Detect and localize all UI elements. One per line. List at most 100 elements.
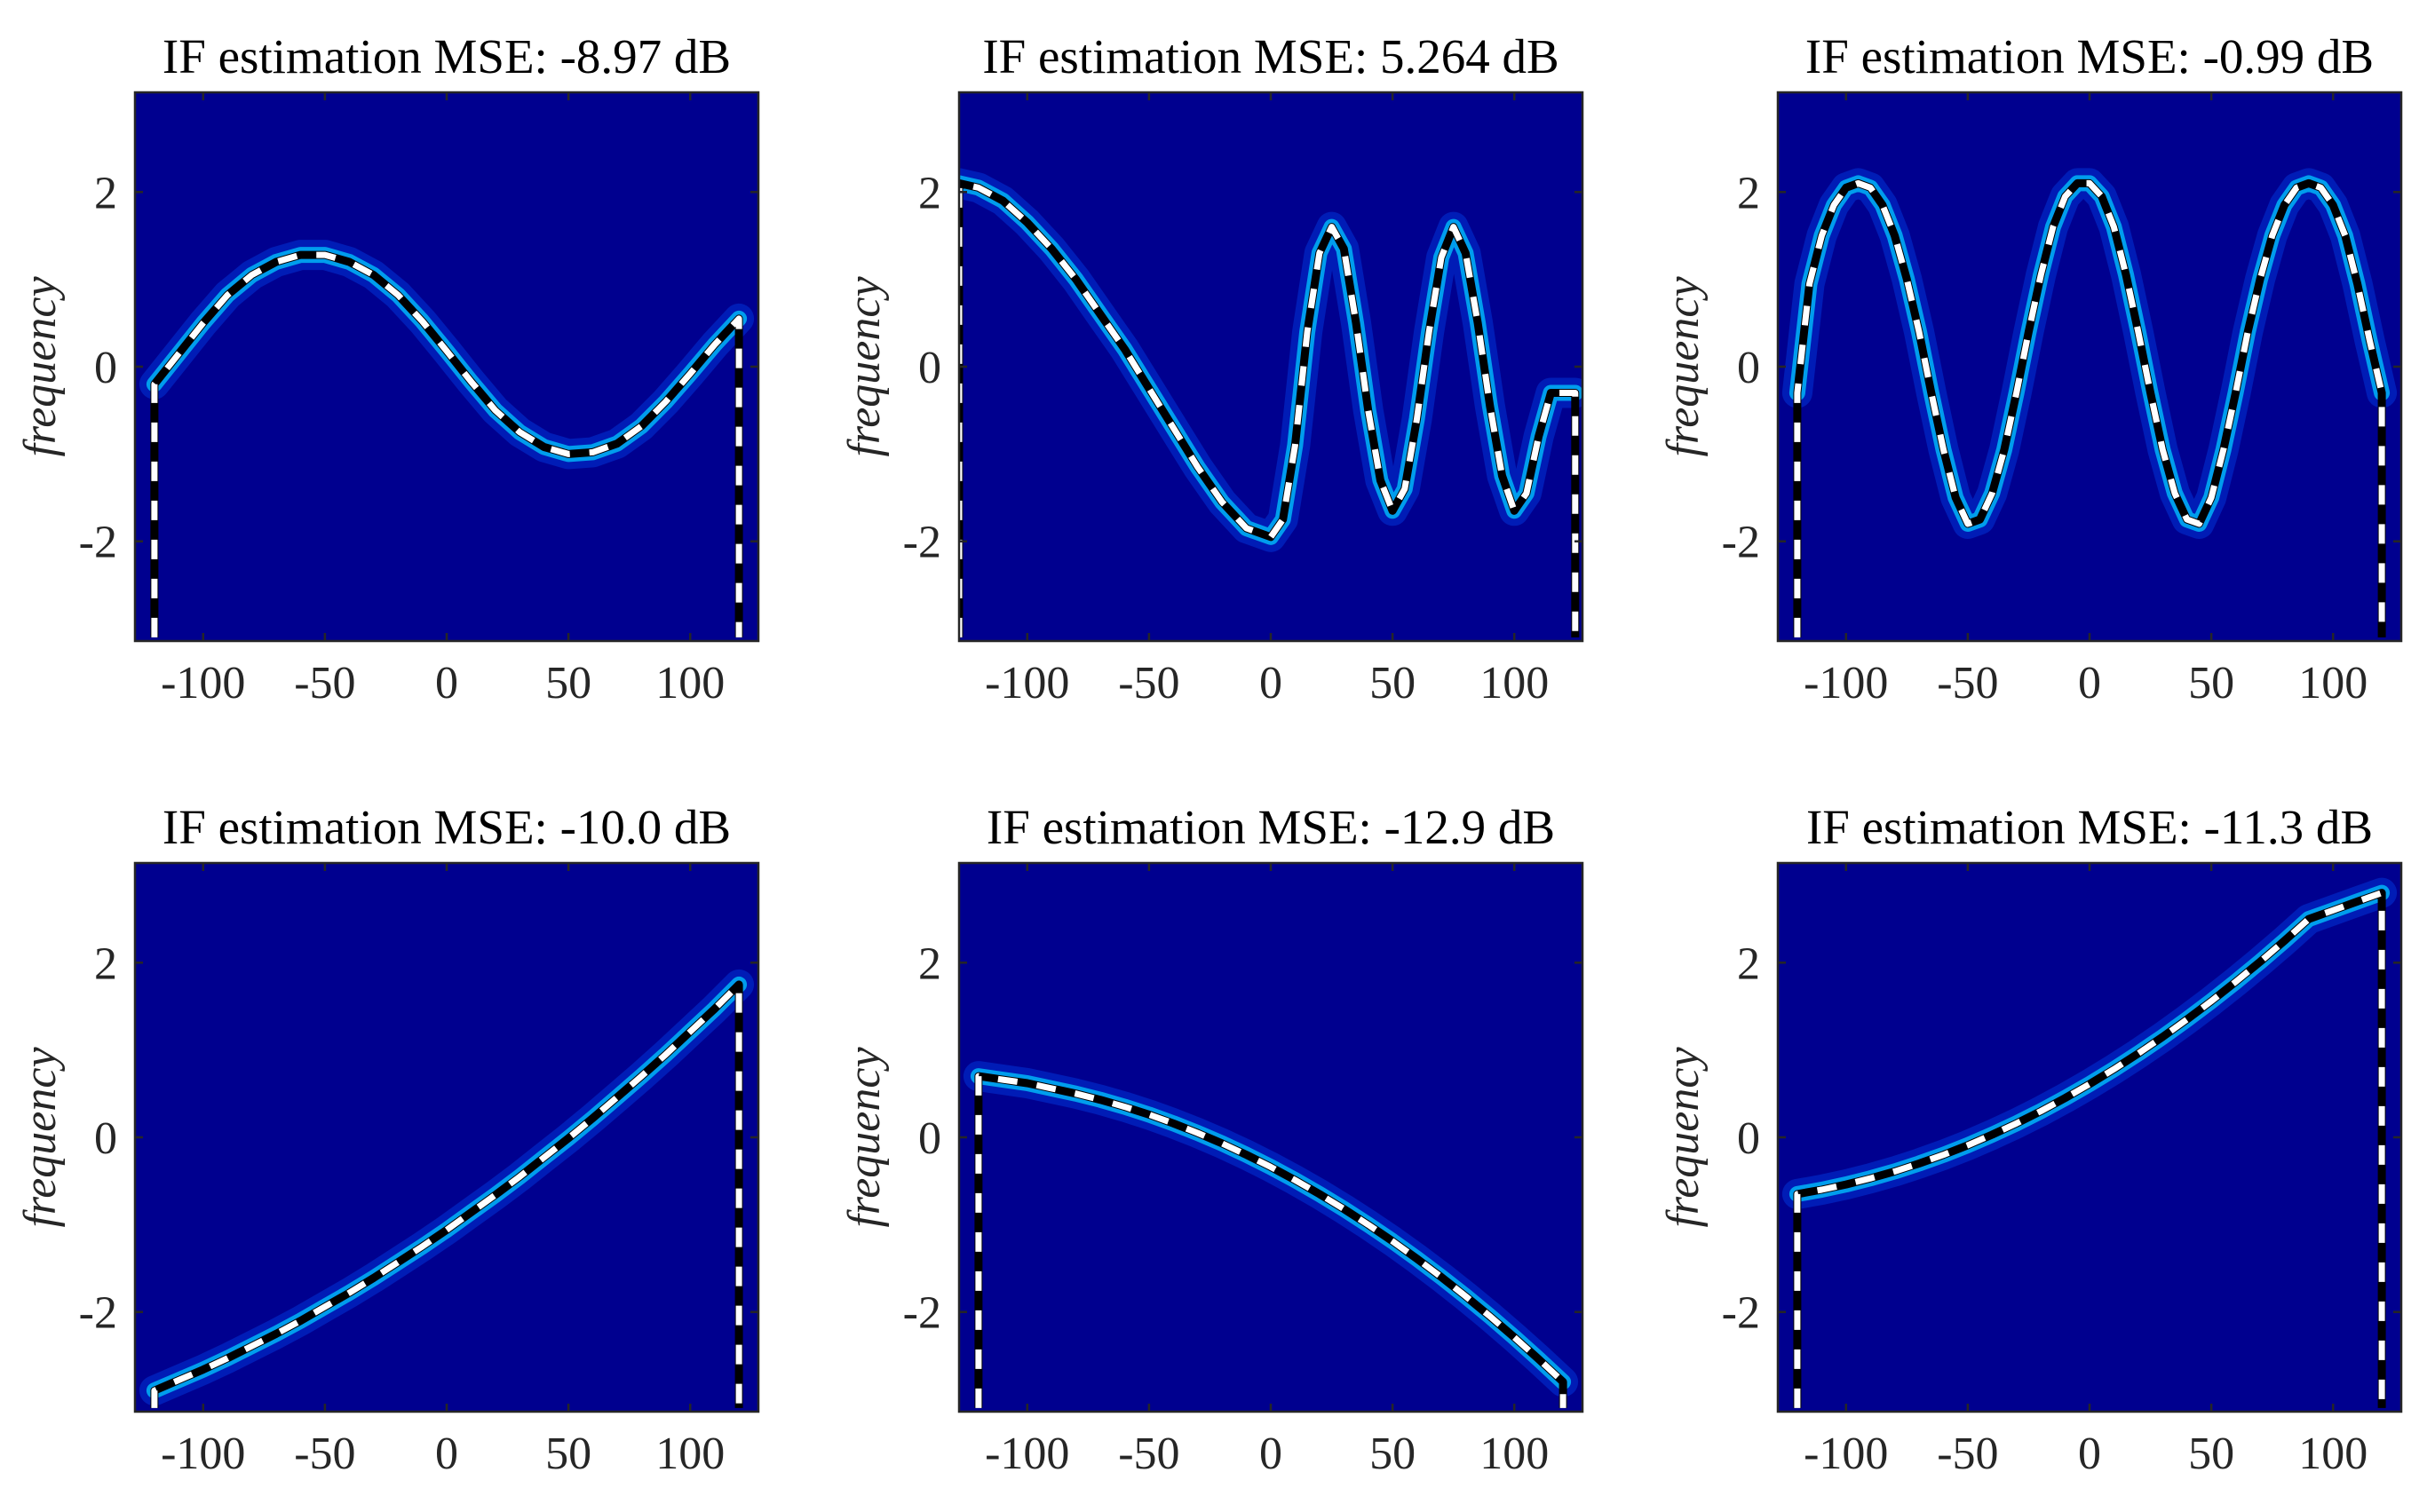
- panel-4: -100 -50 0 50 100 -2 0 2 frequency IF estimation …: [15, 800, 760, 1479]
- if-point: [348, 1292, 351, 1294]
- y-tick-label: 0: [1737, 343, 1760, 393]
- if-point: [1306, 330, 1309, 333]
- if-point: [2064, 1096, 2066, 1099]
- panel-6: -100 -50 0 50 100 -2 0 2 frequency IF estimation …: [1658, 800, 2403, 1479]
- x-tick-label: 0: [435, 658, 458, 709]
- x-tick-label: -50: [294, 658, 355, 709]
- if-point: [1026, 1082, 1028, 1085]
- if-point: [1428, 330, 1431, 333]
- if-point: [1172, 426, 1175, 429]
- if-estimate-line-dashed: [1794, 179, 2385, 637]
- x-tick-label: -100: [161, 1429, 245, 1479]
- if-point: [1270, 1166, 1273, 1168]
- plot-area: [959, 168, 1582, 637]
- if-point: [519, 431, 521, 433]
- if-point: [1392, 510, 1394, 512]
- if-point: [202, 321, 204, 324]
- panel-title: IF estimation MSE: -10.0 dB: [163, 800, 731, 854]
- x-tick-label: 50: [2188, 658, 2234, 709]
- if-point: [1477, 321, 1479, 324]
- if-point: [1416, 418, 1418, 421]
- if-point: [178, 1379, 180, 1381]
- y-tick-label: 0: [918, 1113, 941, 1164]
- if-point: [1844, 186, 1847, 189]
- if-point: [2185, 519, 2188, 521]
- if-point: [2368, 339, 2371, 342]
- if-point: [1833, 204, 1836, 207]
- if-point: [1294, 444, 1297, 447]
- if-point: [2332, 204, 2335, 207]
- if-point: [226, 1357, 229, 1359]
- if-point: [153, 1389, 155, 1392]
- if-estimate-line-dashed: [1794, 890, 2385, 1408]
- if-point: [421, 320, 424, 322]
- if-point: [1123, 1105, 1126, 1108]
- panel-title: IF estimation MSE: 5.264 dB: [982, 29, 1559, 83]
- tf-background: [1778, 863, 2401, 1412]
- if-point: [421, 1245, 424, 1247]
- if-point: [470, 1211, 472, 1214]
- if-point: [2307, 182, 2310, 185]
- if-point: [2344, 234, 2346, 237]
- plot-area: [1781, 877, 2398, 1408]
- x-tick-label: 0: [1259, 1429, 1282, 1479]
- if-point: [640, 1075, 643, 1078]
- if-point: [1574, 392, 1576, 394]
- y-tick-label: -2: [1722, 1288, 1760, 1339]
- if-point: [2210, 496, 2213, 499]
- if-estimate-line-dashed: [975, 1073, 1566, 1408]
- if-point: [323, 1305, 326, 1308]
- if-point: [153, 383, 155, 385]
- if-point: [2247, 330, 2249, 333]
- x-tick-label: 100: [1479, 658, 1549, 709]
- panel-1: -100 -50 0 50 100 -2 0 2 frequency IF estimation …: [15, 29, 760, 709]
- if-point: [616, 442, 619, 445]
- if-point: [2259, 278, 2262, 281]
- y-tick-label: 0: [94, 343, 117, 393]
- y-axis-label: frequency: [1658, 276, 1709, 457]
- if-point: [1147, 387, 1150, 390]
- if-point: [1930, 392, 1932, 394]
- if-point: [372, 273, 375, 276]
- x-tick-label: 100: [2298, 658, 2368, 709]
- if-point: [2161, 448, 2164, 451]
- y-axis-label: frequency: [15, 276, 66, 457]
- if-point: [2234, 392, 2237, 394]
- if-point: [1979, 519, 1981, 521]
- if-point: [2174, 492, 2177, 495]
- if-point: [299, 254, 302, 257]
- if-point: [2234, 980, 2237, 983]
- if-point: [470, 380, 472, 383]
- if-point: [2015, 1122, 2018, 1125]
- if-point: [1318, 252, 1321, 255]
- if-point: [1221, 1142, 1224, 1144]
- if-point: [1966, 1144, 1969, 1146]
- if-point: [1196, 1132, 1199, 1135]
- if-point: [1123, 348, 1126, 351]
- x-tick-label: -50: [1937, 658, 1998, 709]
- if-point: [2113, 226, 2115, 228]
- x-tick-label: 100: [2298, 1429, 2368, 1479]
- x-tick-label: 100: [1479, 1429, 1549, 1479]
- if-point: [1796, 1192, 1798, 1195]
- y-tick-label: 2: [1737, 938, 1760, 989]
- y-tick-label: 0: [918, 343, 941, 393]
- plot-area: [139, 240, 755, 637]
- x-tick-label: 100: [655, 1429, 725, 1479]
- if-point: [1796, 392, 1798, 394]
- if-point: [567, 1137, 570, 1140]
- y-tick-label: 2: [918, 938, 941, 989]
- if-point: [1808, 282, 1811, 285]
- if-point: [1513, 1336, 1516, 1339]
- if-point: [372, 1277, 375, 1279]
- if-point: [1537, 435, 1540, 438]
- if-point: [1330, 226, 1333, 228]
- if-point: [2089, 1083, 2091, 1086]
- if-point: [713, 1008, 716, 1010]
- if-point: [250, 273, 253, 276]
- if-point: [1002, 200, 1004, 202]
- if-point: [323, 254, 326, 257]
- if-point: [202, 1368, 204, 1371]
- if-point: [1147, 1113, 1150, 1116]
- if-point: [348, 261, 351, 264]
